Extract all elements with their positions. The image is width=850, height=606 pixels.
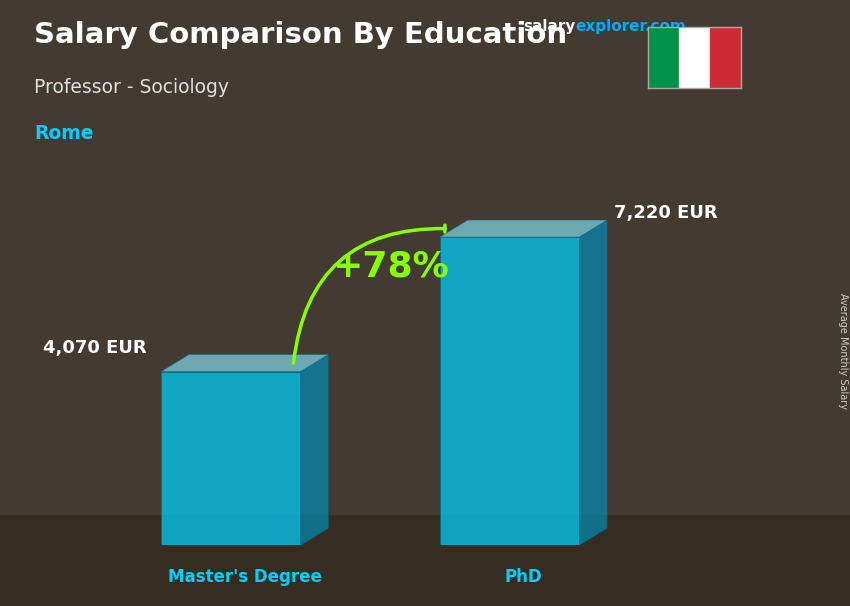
Text: Master's Degree: Master's Degree xyxy=(167,568,321,586)
Text: explorer.com: explorer.com xyxy=(575,19,686,35)
Polygon shape xyxy=(161,355,328,371)
Text: +78%: +78% xyxy=(332,250,450,284)
Bar xyxy=(679,27,710,88)
Text: PhD: PhD xyxy=(505,568,542,586)
Polygon shape xyxy=(300,355,328,545)
Polygon shape xyxy=(439,237,579,545)
Polygon shape xyxy=(161,371,300,545)
Polygon shape xyxy=(579,220,607,545)
Bar xyxy=(0,0,850,515)
Text: Rome: Rome xyxy=(34,124,94,143)
Text: Salary Comparison By Education: Salary Comparison By Education xyxy=(34,21,567,49)
Text: 7,220 EUR: 7,220 EUR xyxy=(614,204,717,222)
Text: Professor - Sociology: Professor - Sociology xyxy=(34,78,229,96)
Bar xyxy=(0,515,850,606)
Text: Average Monthly Salary: Average Monthly Salary xyxy=(838,293,848,410)
Bar xyxy=(648,27,679,88)
Bar xyxy=(710,27,741,88)
Text: 4,070 EUR: 4,070 EUR xyxy=(43,339,147,356)
Text: salary: salary xyxy=(523,19,575,35)
Polygon shape xyxy=(439,220,607,237)
